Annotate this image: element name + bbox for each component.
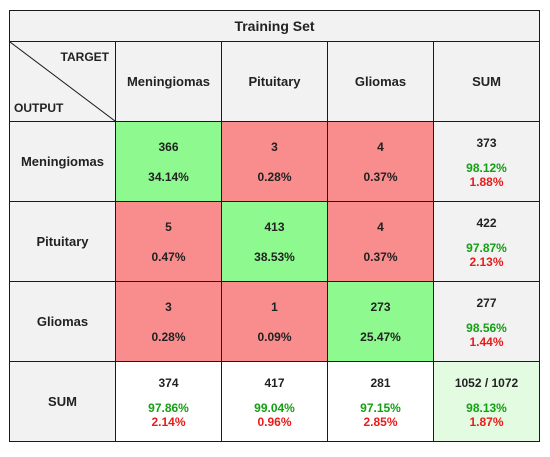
cell-count: 1 bbox=[271, 299, 278, 314]
error-cell: 3 0.28% bbox=[115, 281, 222, 362]
row-sum-total: 373 bbox=[476, 135, 497, 150]
cell-percent: 0.47% bbox=[151, 249, 186, 264]
cell-percent: 0.37% bbox=[363, 249, 398, 264]
cell-percent: 25.47% bbox=[360, 329, 401, 344]
correct-cell: 413 38.53% bbox=[221, 201, 328, 282]
row-sum-accuracy: 98.56% bbox=[466, 320, 507, 335]
column-header: SUM bbox=[432, 41, 541, 122]
row-sum-accuracy: 98.12% bbox=[466, 160, 507, 175]
sum-row: SUM 374 97.86% 2.14% 417 99.04% 0.96% 281 97.15%… bbox=[9, 361, 541, 442]
matrix-row: Pituitary 5 0.47% 413 38.53% 4 0.37% 422 97.87% 2… bbox=[9, 201, 541, 282]
target-label: TARGET bbox=[60, 50, 109, 64]
column-header: Pituitary bbox=[221, 41, 328, 122]
matrix-row: Gliomas 3 0.28% 1 0.09% 273 25.47% 277 98.56% 1.4… bbox=[9, 281, 541, 362]
cell-count: 4 bbox=[377, 139, 384, 154]
row-sum-total: 277 bbox=[476, 295, 497, 310]
row-sum-cell: 422 97.87% 2.13% bbox=[432, 201, 541, 282]
matrix-body: Meningiomas 366 34.14% 3 0.28% 4 0.37% 373 98.12… bbox=[9, 121, 541, 442]
row-sum-accuracy: 97.87% bbox=[466, 240, 507, 255]
column-header: Gliomas bbox=[327, 41, 434, 122]
row-sum-cell: 373 98.12% 1.88% bbox=[432, 121, 541, 202]
column-sum-accuracy: 97.15% bbox=[360, 400, 401, 415]
cell-count: 273 bbox=[370, 299, 391, 314]
row-sum-error: 1.88% bbox=[469, 174, 504, 189]
row-sum-error: 1.44% bbox=[469, 334, 504, 349]
confusion-matrix-table: Training Set TARGET OUTPUT Meningiomas P… bbox=[8, 10, 541, 442]
overall-sum-cell: 1052 / 1072 98.13% 1.87% bbox=[432, 361, 541, 442]
corner-diagonal-line bbox=[10, 42, 115, 121]
row-header: Gliomas bbox=[9, 281, 116, 362]
cell-count: 3 bbox=[165, 299, 172, 314]
error-cell: 4 0.37% bbox=[327, 201, 434, 282]
cell-percent: 0.09% bbox=[257, 329, 292, 344]
cell-percent: 0.28% bbox=[257, 169, 292, 184]
overall-total: 1052 / 1072 bbox=[454, 375, 519, 390]
column-sum-cell: 281 97.15% 2.85% bbox=[327, 361, 434, 442]
column-sum-error: 0.96% bbox=[257, 414, 292, 429]
output-label: OUTPUT bbox=[14, 101, 64, 115]
table-title: Training Set bbox=[8, 10, 541, 42]
cell-count: 366 bbox=[158, 139, 179, 154]
confusion-matrix-figure: Training Set TARGET OUTPUT Meningiomas P… bbox=[8, 10, 541, 442]
correct-cell: 273 25.47% bbox=[327, 281, 434, 362]
error-cell: 3 0.28% bbox=[221, 121, 328, 202]
column-sum-cell: 417 99.04% 0.96% bbox=[221, 361, 328, 442]
error-cell: 4 0.37% bbox=[327, 121, 434, 202]
column-sum-total: 374 bbox=[158, 375, 179, 390]
matrix-row: Meningiomas 366 34.14% 3 0.28% 4 0.37% 373 98.12… bbox=[9, 121, 541, 202]
column-sum-total: 281 bbox=[370, 375, 391, 390]
row-sum-error: 2.13% bbox=[469, 254, 504, 269]
error-cell: 5 0.47% bbox=[115, 201, 222, 282]
cell-percent: 0.28% bbox=[151, 329, 186, 344]
column-sum-error: 2.14% bbox=[151, 414, 186, 429]
cell-count: 413 bbox=[264, 219, 285, 234]
cell-count: 5 bbox=[165, 219, 172, 234]
column-sum-accuracy: 99.04% bbox=[254, 400, 295, 415]
row-sum-total: 422 bbox=[476, 215, 497, 230]
column-sum-cell: 374 97.86% 2.14% bbox=[115, 361, 222, 442]
cell-percent: 38.53% bbox=[254, 249, 295, 264]
correct-cell: 366 34.14% bbox=[115, 121, 222, 202]
column-sum-total: 417 bbox=[264, 375, 285, 390]
overall-error: 1.87% bbox=[469, 414, 504, 429]
row-header: SUM bbox=[9, 361, 116, 442]
cell-percent: 0.37% bbox=[363, 169, 398, 184]
row-header: Pituitary bbox=[9, 201, 116, 282]
error-cell: 1 0.09% bbox=[221, 281, 328, 362]
cell-count: 3 bbox=[271, 139, 278, 154]
corner-header: TARGET OUTPUT bbox=[9, 41, 116, 122]
column-sum-accuracy: 97.86% bbox=[148, 400, 189, 415]
cell-percent: 34.14% bbox=[148, 169, 189, 184]
column-header: Meningiomas bbox=[115, 41, 222, 122]
column-sum-error: 2.85% bbox=[363, 414, 398, 429]
row-header: Meningiomas bbox=[9, 121, 116, 202]
cell-count: 4 bbox=[377, 219, 384, 234]
overall-accuracy: 98.13% bbox=[466, 400, 507, 415]
row-sum-cell: 277 98.56% 1.44% bbox=[432, 281, 541, 362]
